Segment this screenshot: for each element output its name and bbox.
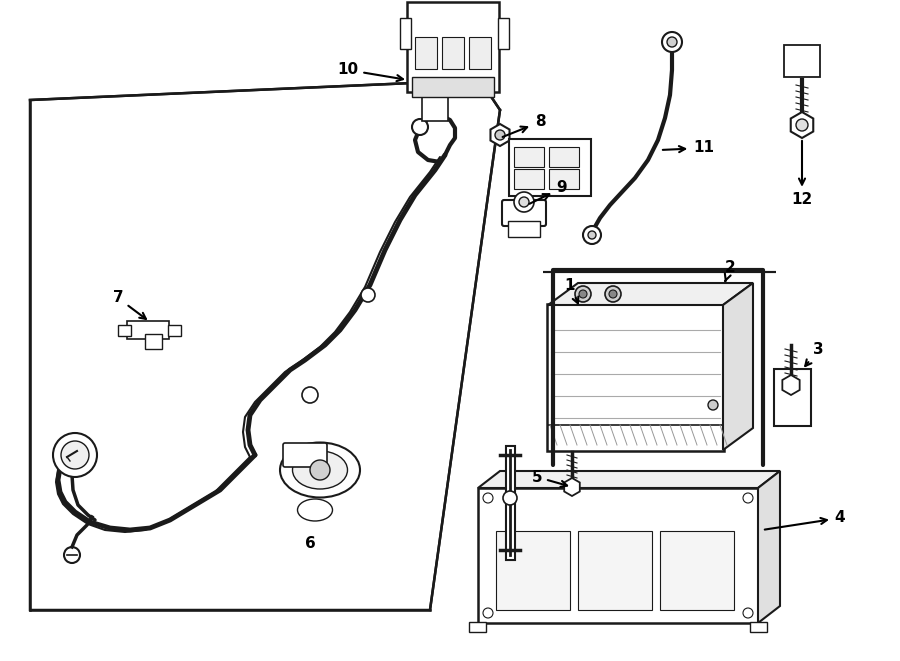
Circle shape (583, 226, 601, 244)
Circle shape (412, 119, 428, 135)
Circle shape (53, 433, 97, 477)
FancyBboxPatch shape (774, 369, 811, 426)
Circle shape (588, 231, 596, 239)
Circle shape (605, 286, 621, 302)
FancyBboxPatch shape (514, 169, 544, 189)
Text: 4: 4 (765, 510, 845, 529)
Text: 2: 2 (724, 260, 735, 281)
FancyBboxPatch shape (478, 488, 758, 623)
FancyBboxPatch shape (498, 17, 508, 48)
Circle shape (519, 197, 529, 207)
Circle shape (514, 192, 534, 212)
FancyBboxPatch shape (514, 147, 544, 167)
Polygon shape (782, 375, 800, 395)
Circle shape (609, 290, 617, 298)
Text: 6: 6 (304, 535, 315, 551)
FancyBboxPatch shape (784, 45, 820, 77)
FancyBboxPatch shape (118, 325, 130, 336)
FancyBboxPatch shape (145, 334, 161, 348)
Circle shape (743, 493, 753, 503)
Circle shape (796, 119, 808, 131)
Text: 5: 5 (532, 469, 567, 487)
Polygon shape (491, 124, 509, 146)
FancyBboxPatch shape (469, 622, 486, 632)
Text: 12: 12 (791, 141, 813, 208)
Circle shape (708, 400, 718, 410)
FancyBboxPatch shape (127, 321, 169, 339)
Circle shape (743, 608, 753, 618)
FancyBboxPatch shape (167, 325, 181, 336)
FancyBboxPatch shape (578, 531, 652, 610)
FancyBboxPatch shape (660, 531, 734, 610)
Circle shape (483, 493, 493, 503)
Circle shape (302, 387, 318, 403)
Ellipse shape (298, 499, 332, 521)
Polygon shape (548, 283, 753, 305)
FancyBboxPatch shape (502, 200, 546, 226)
Text: 10: 10 (338, 63, 403, 81)
FancyBboxPatch shape (422, 95, 448, 121)
Text: 7: 7 (112, 290, 146, 319)
Polygon shape (758, 471, 780, 623)
FancyBboxPatch shape (283, 443, 327, 467)
Circle shape (310, 460, 330, 480)
FancyBboxPatch shape (469, 37, 491, 69)
Polygon shape (30, 80, 500, 610)
FancyBboxPatch shape (415, 37, 437, 69)
Circle shape (579, 290, 587, 298)
Circle shape (503, 491, 517, 505)
FancyBboxPatch shape (442, 37, 464, 69)
Polygon shape (791, 112, 814, 138)
FancyBboxPatch shape (400, 17, 410, 48)
FancyBboxPatch shape (549, 169, 579, 189)
FancyBboxPatch shape (509, 139, 591, 196)
Ellipse shape (280, 442, 360, 498)
Polygon shape (478, 471, 780, 488)
Text: 3: 3 (806, 342, 824, 366)
FancyBboxPatch shape (496, 531, 570, 610)
Text: 9: 9 (529, 180, 567, 204)
Circle shape (61, 441, 89, 469)
FancyBboxPatch shape (547, 304, 724, 451)
Ellipse shape (292, 451, 347, 489)
FancyBboxPatch shape (412, 77, 494, 97)
Text: 8: 8 (502, 114, 545, 137)
FancyBboxPatch shape (549, 147, 579, 167)
Text: 1: 1 (565, 278, 579, 303)
Circle shape (483, 608, 493, 618)
Circle shape (575, 286, 591, 302)
FancyBboxPatch shape (750, 622, 767, 632)
Circle shape (495, 130, 505, 140)
Polygon shape (723, 283, 753, 450)
FancyBboxPatch shape (508, 221, 540, 237)
Circle shape (667, 37, 677, 47)
Circle shape (361, 288, 375, 302)
Text: 11: 11 (662, 141, 714, 155)
FancyBboxPatch shape (407, 2, 499, 92)
Polygon shape (564, 478, 580, 496)
Circle shape (662, 32, 682, 52)
